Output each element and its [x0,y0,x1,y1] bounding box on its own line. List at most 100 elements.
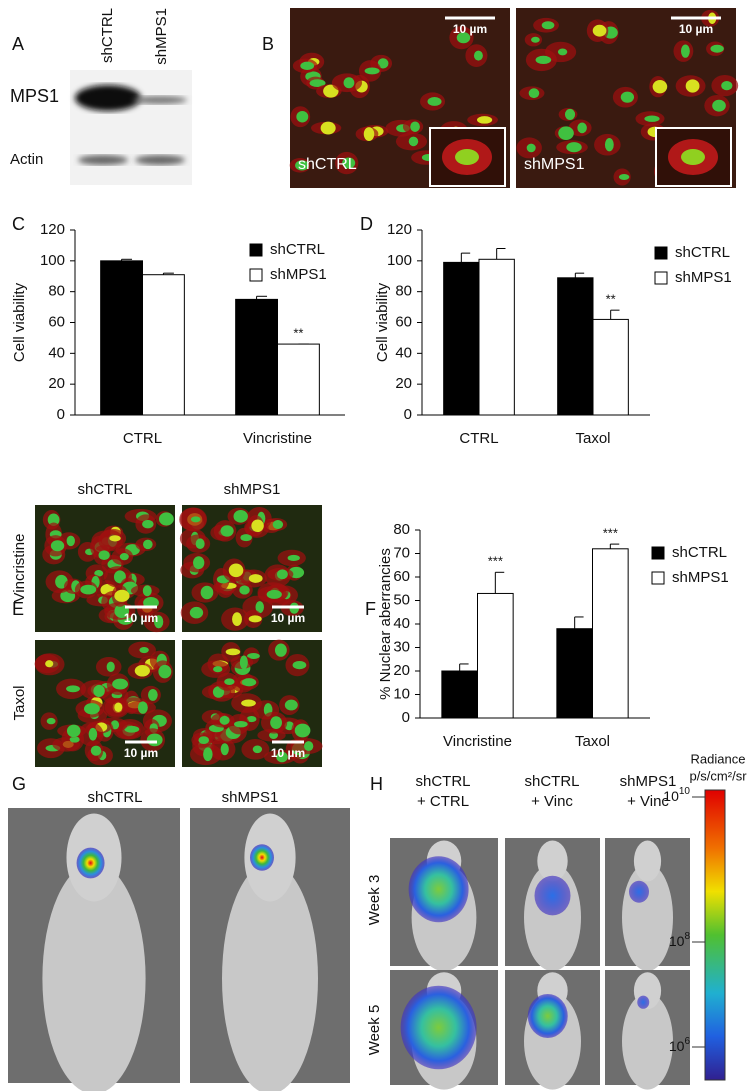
bar [100,260,143,416]
tick-exponent: 10 [679,786,691,797]
nucleus [241,678,257,687]
legend-swatch [651,571,665,585]
blot-band [78,155,128,165]
nucleus [246,716,257,723]
bioluminescence [629,880,649,903]
nucleus [200,585,214,600]
nucleus [189,606,204,619]
lane-label: shMPS1 [153,8,170,65]
bar [592,548,629,719]
y-tick-label: 60 [48,313,65,330]
nucleus [109,535,121,542]
column-label: + Vinc [627,793,669,810]
nucleus [266,589,282,599]
nucleus [473,50,483,61]
nucleus [80,584,97,595]
inset-chromosomes [455,149,479,165]
y-tick-label: 120 [40,221,65,238]
nucleus [213,666,223,673]
y-tick-label: 0 [404,406,412,423]
mouse-body [222,863,318,1091]
x-tick-label: CTRL [459,430,498,447]
nucleus [303,741,314,752]
nucleus [112,678,129,690]
scale-label: 10 µm [124,746,158,760]
legend-label: shCTRL [270,241,325,258]
y-tick-label: 120 [387,221,412,238]
nucleus [620,91,635,103]
x-tick-label: Vincristine [443,733,512,750]
bioluminescence [400,985,477,1070]
nucleus [106,661,115,673]
nucleus [139,646,149,654]
y-tick-label: 20 [48,375,65,392]
nucleus [295,160,309,171]
nucleus [270,716,282,730]
y-tick-label: 60 [395,313,412,330]
nucleus [50,540,65,552]
y-tick-label: 100 [40,252,65,269]
inset-chromosomes [681,149,705,165]
legend-swatch [654,246,668,260]
image-label: shCTRL [87,789,142,806]
scale-label: 10 µm [271,611,305,625]
significance: *** [603,526,618,541]
nucleus [364,67,380,75]
x-tick-label: Vincristine [243,430,312,447]
column-label: shCTRL [77,481,132,498]
mouse-head [537,840,568,882]
significance: ** [293,326,303,341]
colorbar [704,789,726,1081]
x-tick-label: CTRL [123,430,162,447]
row-label: MPS1 [10,86,59,106]
scale-label: 10 µm [271,746,305,760]
column-label: shCTRL [524,773,579,790]
bar [477,592,514,719]
nucleus [528,88,540,99]
x-tick-label: Taxol [575,733,610,750]
nucleus [239,585,250,595]
colorbar-tick-label: 108 [669,931,691,949]
nucleus [535,55,552,65]
row-label: Vincristine [11,534,28,603]
nucleus [712,99,726,112]
bar [557,277,594,416]
nucleus [93,684,105,698]
nucleus [274,643,287,657]
x-tick-label: Taxol [575,430,610,447]
nucleus [84,703,100,715]
lane-label: shCTRL [99,8,116,63]
nucleus [98,550,110,561]
nucleus [476,116,493,124]
nucleus [114,589,130,602]
bioluminescence [76,847,105,879]
nucleus [252,745,263,754]
significance: ** [606,292,616,307]
nucleus [680,44,690,58]
nucleus [241,699,256,707]
mouse-body [622,993,673,1090]
row-label: Taxol [11,685,28,720]
nucleus [88,727,98,741]
nucleus [526,143,536,153]
image-label: shMPS1 [222,789,279,806]
y-tick-label: 70 [393,544,410,561]
nucleus [618,173,630,181]
nucleus [710,44,724,53]
nucleus [248,615,262,623]
colorbar-tick-label: 106 [669,1036,691,1054]
bar [235,298,278,416]
y-tick-label: 40 [393,615,410,632]
tick-base: 10 [663,788,679,804]
nucleus [531,36,540,43]
y-axis-label: Cell viability [374,282,391,362]
panel-label: A [12,34,24,54]
nucleus [234,720,248,728]
nucleus [142,585,152,597]
bar [592,318,629,416]
nucleus [225,648,241,656]
nucleus [363,127,375,141]
nucleus [577,122,587,134]
blot-band [75,85,141,111]
